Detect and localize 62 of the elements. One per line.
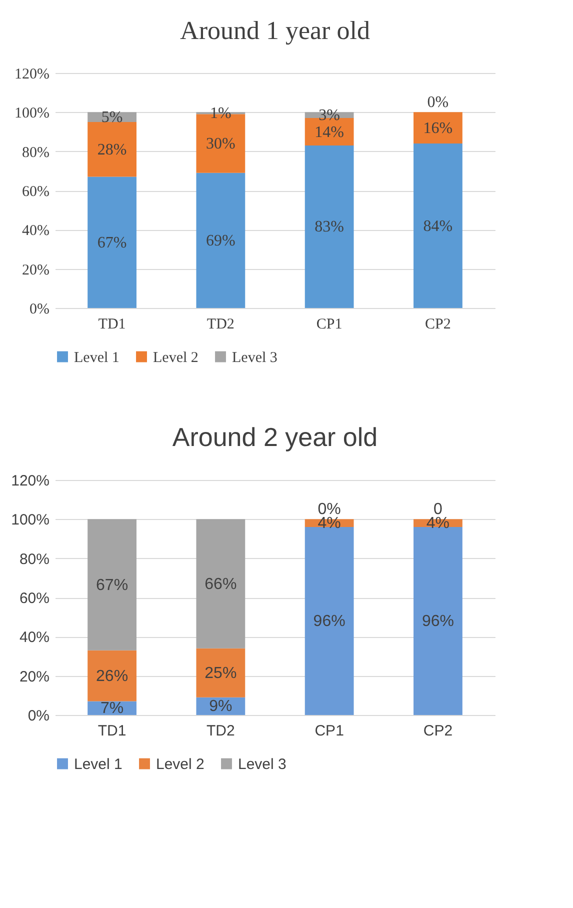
bar	[414, 144, 462, 308]
data-label: 25%	[204, 664, 237, 682]
bar	[88, 650, 136, 702]
bar	[196, 519, 246, 648]
data-label: 14%	[314, 124, 344, 141]
data-label: 67%	[96, 576, 128, 594]
data-label: 16%	[423, 120, 453, 137]
y-tick-label: 100%	[11, 512, 50, 529]
data-label: 84%	[423, 218, 453, 235]
legend-label: Level 1	[74, 350, 120, 366]
y-tick-label: 60%	[19, 590, 50, 607]
chart-title: Around 2 year old	[172, 422, 378, 452]
bar	[88, 176, 136, 308]
legend-label: Level 3	[238, 756, 286, 773]
data-label: 28%	[97, 141, 127, 158]
y-tick-label: 80%	[19, 550, 50, 568]
data-label: 7%	[100, 700, 124, 718]
y-tick-label: 20%	[22, 262, 50, 278]
data-label: 0%	[427, 94, 449, 112]
data-label: 69%	[206, 232, 236, 250]
bar	[88, 519, 136, 650]
bar	[196, 648, 246, 698]
x-tick-label: CP1	[316, 316, 342, 332]
chart-title: Around 1 year old	[180, 16, 370, 45]
bar	[88, 122, 136, 177]
y-tick-label: 60%	[22, 184, 50, 200]
legend-label: Level 3	[232, 350, 278, 366]
bar	[414, 527, 462, 715]
x-tick-label: CP2	[425, 316, 451, 332]
data-label: 83%	[314, 218, 344, 236]
data-label: 30%	[206, 136, 236, 152]
bar	[304, 527, 354, 715]
data-label: 66%	[204, 576, 237, 593]
x-tick-label: CP2	[423, 722, 453, 740]
data-label: 0%	[318, 501, 341, 518]
x-tick-label: TD1	[98, 316, 126, 332]
bar	[196, 172, 246, 308]
y-tick-label: 80%	[22, 144, 50, 161]
data-label: 9%	[209, 698, 232, 716]
legend-label: Level 2	[153, 350, 198, 366]
data-label: 96%	[422, 613, 454, 630]
y-tick-label: 40%	[19, 629, 50, 646]
y-tick-label: 100%	[14, 106, 50, 122]
data-label: 67%	[97, 234, 127, 252]
y-tick-label: 40%	[22, 223, 50, 240]
y-tick-label: 0%	[28, 708, 50, 724]
y-tick-label: 120%	[11, 472, 50, 490]
x-tick-label: TD1	[98, 722, 126, 740]
bar	[414, 112, 462, 144]
data-label: 96%	[313, 613, 346, 630]
legend-label: Level 1	[74, 756, 122, 773]
x-tick-label: TD2	[206, 316, 234, 332]
data-label: 26%	[96, 668, 128, 685]
x-tick-label: TD2	[206, 722, 235, 740]
y-tick-label: 20%	[19, 668, 50, 686]
legend-label: Level 2	[156, 756, 204, 773]
data-label: 0	[434, 501, 443, 518]
y-tick-label: 0%	[30, 302, 50, 318]
bar	[304, 145, 354, 308]
data-label: 5%	[101, 109, 123, 126]
y-tick-label: 120%	[14, 66, 50, 82]
x-tick-label: CP1	[314, 722, 344, 740]
